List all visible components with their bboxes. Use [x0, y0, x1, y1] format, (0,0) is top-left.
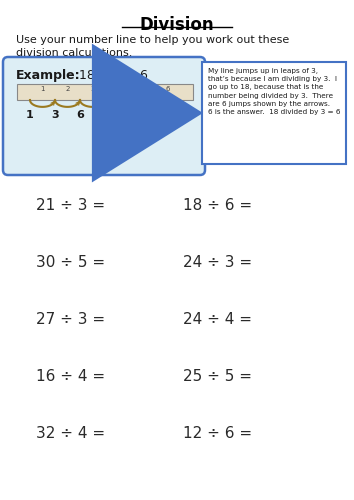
- Text: 25 ÷ 5 =: 25 ÷ 5 =: [183, 369, 252, 384]
- Text: 12: 12: [122, 110, 138, 120]
- Text: 2: 2: [65, 86, 70, 92]
- FancyBboxPatch shape: [3, 57, 205, 175]
- Text: Use your number line to help you work out these: Use your number line to help you work ou…: [16, 35, 289, 45]
- Text: 15: 15: [147, 110, 163, 120]
- Text: 27 ÷ 3 =: 27 ÷ 3 =: [36, 312, 105, 327]
- Text: 1: 1: [26, 110, 34, 120]
- Text: My line jumps up in leaps of 3,
that’s because I am dividing by 3.  I
go up to 1: My line jumps up in leaps of 3, that’s b…: [208, 68, 341, 116]
- Text: 6: 6: [165, 86, 170, 92]
- Text: Example:: Example:: [16, 69, 81, 82]
- Text: 32 ÷ 4 =: 32 ÷ 4 =: [36, 426, 105, 441]
- Text: 18: 18: [172, 110, 188, 120]
- Text: 1: 1: [40, 86, 45, 92]
- Text: 18 ÷ 6 =: 18 ÷ 6 =: [183, 198, 252, 213]
- Text: 24 ÷ 3 =: 24 ÷ 3 =: [183, 255, 252, 270]
- Text: 18 ÷ 3 = 6: 18 ÷ 3 = 6: [79, 69, 148, 82]
- Text: 21 ÷ 3 =: 21 ÷ 3 =: [36, 198, 105, 213]
- Text: 4: 4: [115, 86, 120, 92]
- Text: 3: 3: [51, 110, 59, 120]
- Text: 3: 3: [90, 86, 95, 92]
- Text: division calculations.: division calculations.: [16, 48, 132, 58]
- Text: 24 ÷ 4 =: 24 ÷ 4 =: [183, 312, 252, 327]
- Text: 6: 6: [76, 110, 84, 120]
- FancyBboxPatch shape: [17, 84, 193, 100]
- Text: Division: Division: [140, 16, 214, 34]
- Text: 5: 5: [140, 86, 145, 92]
- Text: 12 ÷ 6 =: 12 ÷ 6 =: [183, 426, 252, 441]
- FancyBboxPatch shape: [202, 62, 346, 164]
- Text: 9: 9: [101, 110, 109, 120]
- Text: 16 ÷ 4 =: 16 ÷ 4 =: [36, 369, 105, 384]
- Text: 30 ÷ 5 =: 30 ÷ 5 =: [36, 255, 105, 270]
